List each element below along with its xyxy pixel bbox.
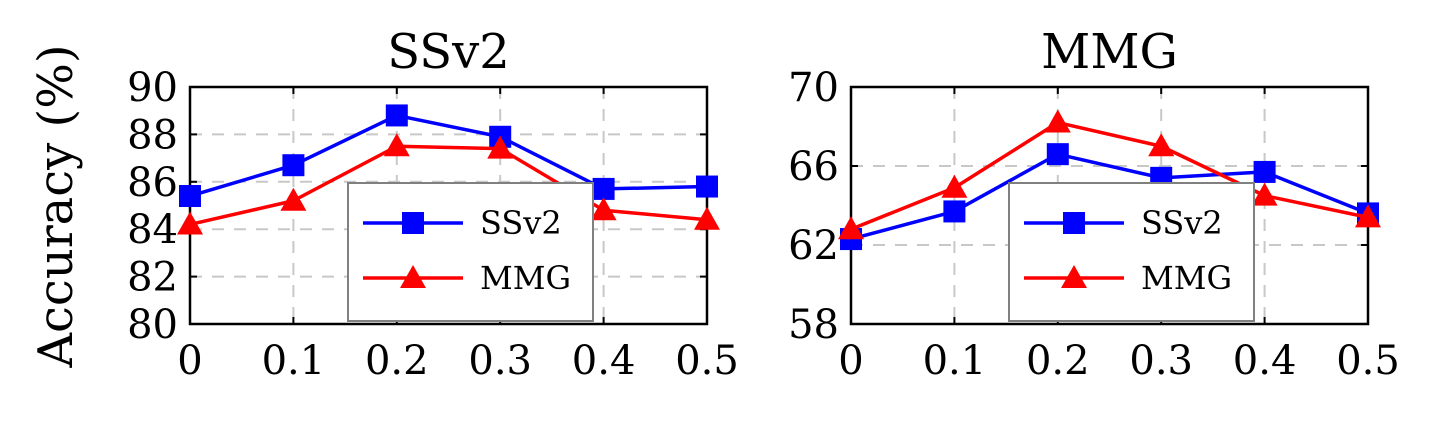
y-tick-label: 66 [788,144,839,190]
y-tick-label: 88 [127,112,178,158]
legend-box [1008,182,1255,322]
series-line-ssv2 [850,152,1369,241]
legend-label-mmg: MMG [480,259,571,297]
chart-panel-mmg: MMG 0 0.1 0.2 0.3 0.4 0.5 58 62 66 70 SSv2 MMG [788,24,1400,384]
data-point-ssv2 [179,185,201,208]
x-tick-label: 0.3 [1129,338,1193,384]
y-tick-label: 86 [127,160,178,206]
data-point-mmg [590,197,617,221]
data-point-mmg [838,216,864,240]
x-tick-label: 0.4 [572,338,636,384]
legend-label-ssv2: SSv2 [1141,204,1223,242]
series-line-mmg [189,144,708,227]
x-tick-label: 0 [838,338,863,384]
data-point-ssv2 [696,175,718,198]
x-tick-label: 0 [177,338,202,384]
data-point-ssv2 [1253,160,1276,183]
x-tick-label: 0.2 [1026,338,1090,384]
y-tick-label: 80 [127,302,178,348]
y-tick-label: 82 [127,255,178,301]
data-point-mmg [383,133,410,157]
data-point-ssv2 [1046,143,1069,166]
legend: SSv2 MMG [347,182,594,322]
series-line-mmg [850,120,1369,231]
x-tick-label: 0.1 [262,338,326,384]
x-tick-label: 0.5 [1336,338,1400,384]
x-tick-label: 0.3 [468,338,532,384]
chart-title: SSv2 [387,24,510,80]
legend-marker-ssv2 [1063,212,1085,234]
data-point-mmg [280,187,307,211]
data-point-ssv2 [943,200,966,223]
data-point-mmg [1148,133,1175,157]
y-tick-label: 58 [788,302,839,348]
data-point-mmg [177,211,203,235]
y-tick-label: 84 [127,207,178,253]
legend-label-mmg: MMG [1141,259,1232,297]
legend-label-ssv2: SSv2 [480,204,562,242]
legend-marker-ssv2 [402,212,424,234]
data-point-mmg [694,206,720,230]
series-line-ssv2 [189,113,708,198]
x-tick-label: 0.2 [365,338,429,384]
x-tick-label: 0.1 [923,338,987,384]
data-point-mmg [1251,182,1278,206]
y-tick-label: 62 [788,223,839,269]
data-point-ssv2 [385,104,408,127]
data-point-mmg [1355,204,1381,228]
legend-marker-mmg [1061,265,1087,288]
y-tick-label: 70 [788,65,839,111]
data-point-mmg [487,135,514,159]
data-point-ssv2 [592,177,615,200]
x-tick-label: 0.5 [675,338,739,384]
data-point-mmg [1044,109,1071,133]
legend-box [347,182,594,322]
y-tick-label: 90 [127,65,178,111]
data-point-ssv2 [282,154,305,177]
legend: SSv2 MMG [1008,182,1255,322]
x-tick-label: 0.4 [1233,338,1297,384]
data-point-mmg [941,174,968,198]
legend-marker-mmg [400,265,426,288]
chart-title: MMG [1041,24,1178,80]
y-axis-label: Accuracy (%) [28,44,84,368]
